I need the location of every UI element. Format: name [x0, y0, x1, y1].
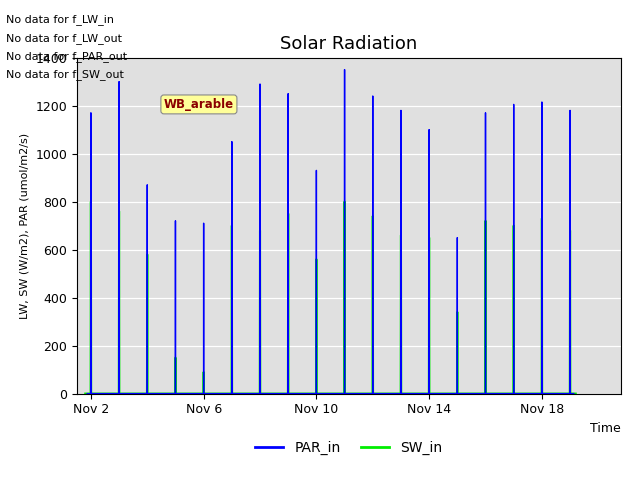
- Title: Solar Radiation: Solar Radiation: [280, 35, 417, 53]
- Text: No data for f_PAR_out: No data for f_PAR_out: [6, 51, 127, 62]
- Y-axis label: LW, SW (W/m2), PAR (umol/m2/s): LW, SW (W/m2), PAR (umol/m2/s): [20, 132, 29, 319]
- Text: No data for f_LW_in: No data for f_LW_in: [6, 14, 115, 25]
- Legend: PAR_in, SW_in: PAR_in, SW_in: [250, 435, 448, 461]
- Text: No data for f_SW_out: No data for f_SW_out: [6, 69, 124, 80]
- Text: WB_arable: WB_arable: [164, 98, 234, 111]
- Text: No data for f_LW_out: No data for f_LW_out: [6, 33, 122, 44]
- X-axis label: Time: Time: [590, 422, 621, 435]
